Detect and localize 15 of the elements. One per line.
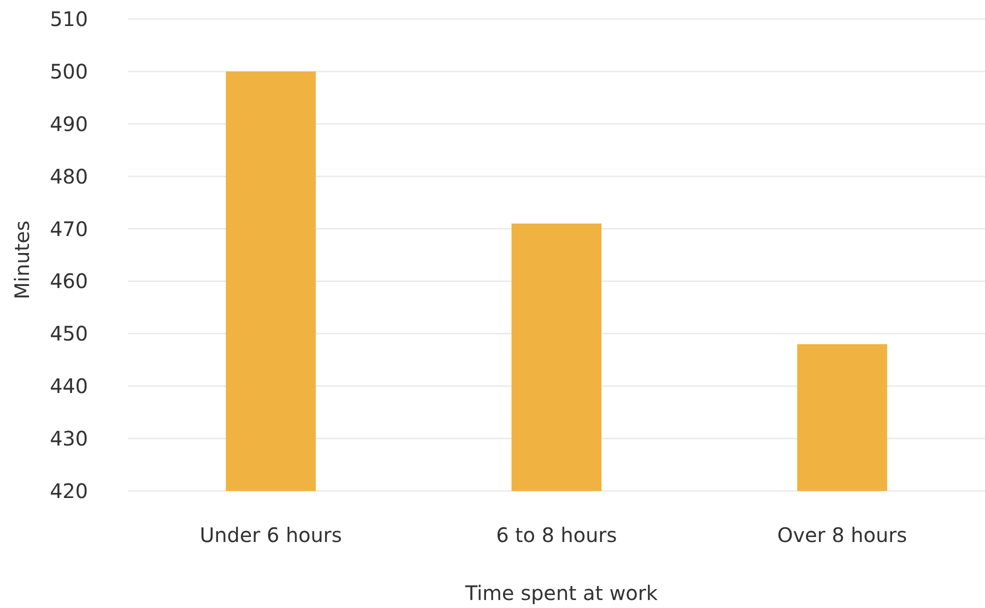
x-tick-label: Under 6 hours <box>200 523 342 547</box>
y-tick-label: 440 <box>50 374 88 398</box>
y-tick-label: 490 <box>50 112 88 136</box>
y-axis-title: Minutes <box>10 220 34 300</box>
y-tick-label: 500 <box>50 59 88 84</box>
y-tick-label: 420 <box>50 479 88 503</box>
x-tick-label: 6 to 8 hours <box>496 523 617 547</box>
y-tick-label: 470 <box>50 216 88 241</box>
y-tick-label: 460 <box>50 269 88 294</box>
y-tick-label: 430 <box>50 426 88 451</box>
x-axis-title: Time spent at work <box>464 581 658 605</box>
y-tick-label: 450 <box>50 322 88 346</box>
x-tick-label: Over 8 hours <box>777 523 908 547</box>
y-tick-label: 480 <box>50 164 88 188</box>
y-tick-label: 510 <box>50 7 88 31</box>
